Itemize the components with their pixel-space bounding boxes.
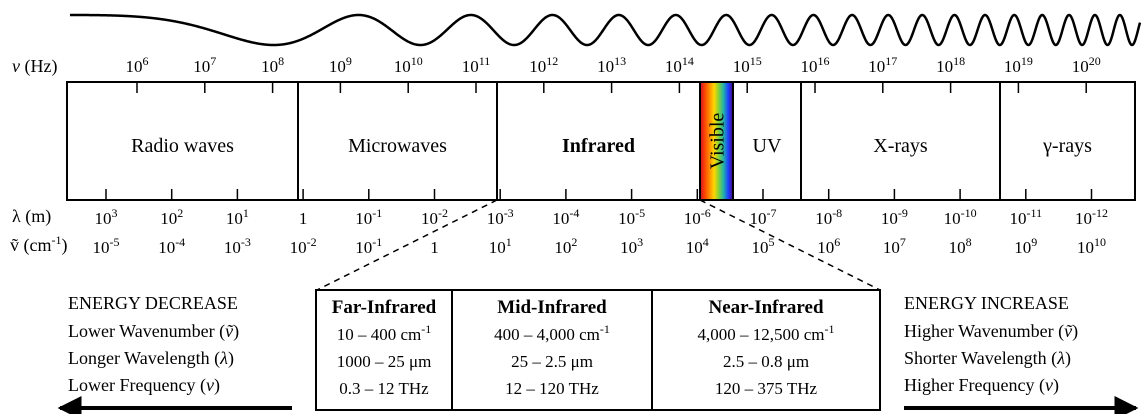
wavenumber-tick-label: 106: [817, 235, 840, 257]
wavelength-tick-label: 10-5: [618, 206, 645, 228]
energy-decrease-line-3: Lower Frequency (v): [68, 375, 220, 396]
energy-decrease-title: ENERGY DECREASE: [68, 293, 238, 313]
band-label: X-rays: [873, 135, 928, 157]
frequency-axis-name: v (Hz): [12, 56, 57, 77]
frequency-tick-label: 1019: [1004, 54, 1033, 76]
wavelength-tick-label: 10-4: [552, 206, 579, 228]
frequency-tick-label: 1015: [733, 54, 762, 76]
wavenumber-tick-labels: 10-5 10-4 10-3 10-2 10-1 1 101 102 103 104 105 106 1…: [93, 235, 1107, 257]
wavenumber-tick-label: 10-2: [290, 235, 317, 257]
wavelength-tick-label: 10-6: [684, 206, 711, 228]
wavelength-tick-label: 10-1: [355, 206, 382, 228]
band-label: UV: [753, 135, 782, 157]
band-label: Radio waves: [131, 135, 234, 157]
infrared-table: Far-Infrared 10 – 400 cm-1 1000 – 25 μm 0.3…: [315, 289, 881, 411]
infrared-table-cell: 10 – 400 cm-1: [337, 322, 432, 344]
wavelength-axis-name: λ (m): [12, 206, 51, 227]
infrared-table-cell: 4,000 – 12,500 cm-1: [697, 322, 834, 344]
band-dividers: [297, 82, 1001, 200]
wavenumber-tick-label: 10-3: [224, 235, 251, 257]
frequency-tick-label: 106: [126, 54, 149, 76]
wavelength-tick-label: 10-3: [487, 206, 514, 228]
wavenumber-axis-name: ṽ (cm-1): [10, 233, 67, 256]
wavenumber-tick-label: 107: [883, 235, 906, 257]
wavelength-tick-label: 10-11: [1010, 206, 1043, 228]
wavenumber-tick-label: 10-4: [158, 235, 185, 257]
infrared-table-cell: 12 – 120 THz: [505, 379, 599, 398]
infrared-table-cell: 0.3 – 12 THz: [339, 379, 429, 398]
infrared-table-cell: 1000 – 25 μm: [337, 352, 432, 371]
infrared-table-cell: 2.5 – 0.8 μm: [723, 352, 809, 371]
frequency-tick-labels: 106 107 108 109 1010 1011 1012 1013 1014 1015 1016…: [126, 54, 1101, 76]
energy-decrease-line-2: Longer Wavelength (λ): [68, 348, 234, 369]
wavenumber-tick-label: 1010: [1077, 235, 1106, 257]
frequency-tick-label: 1018: [936, 54, 965, 76]
frequency-tick-label: 1020: [1072, 54, 1101, 76]
frequency-tick-label: 108: [261, 54, 284, 76]
frequency-tick-label: 1012: [529, 54, 558, 76]
band-label: γ-rays: [1042, 135, 1092, 157]
wavelength-tick-label: 10-7: [750, 206, 777, 228]
energy-decrease-line-1: Lower Wavenumber (ṽ): [68, 321, 239, 342]
band-labels: Radio waves Microwaves Infrared Visible UV X-…: [131, 113, 1092, 170]
wavenumber-tick-label: 104: [686, 235, 709, 257]
wavenumber-tick-label: 10-1: [355, 235, 382, 257]
frequency-tick-label: 1016: [801, 54, 830, 76]
band-label: Microwaves: [348, 135, 447, 157]
energy-decrease-block: ENERGY DECREASE Lower Wavenumber (ṽ) Lon…: [57, 293, 292, 414]
wavelength-tick-label: 10-9: [881, 206, 908, 228]
wavelength-tick-label: 1: [299, 209, 308, 228]
wavenumber-tick-label: 10-5: [93, 235, 120, 257]
infrared-table-cell: 25 – 2.5 μm: [511, 352, 593, 371]
frequency-tick-label: 107: [193, 54, 216, 76]
zoom-line-right: [699, 199, 881, 291]
frequency-tick-label: 1011: [462, 54, 491, 76]
wavenumber-tick-label: 101: [489, 235, 512, 257]
infrared-table-header: Far-Infrared: [332, 297, 437, 318]
energy-increase-block: ENERGY INCREASE Higher Wavenumber (ṽ) Sh…: [904, 293, 1139, 414]
wavelength-tick-label: 102: [160, 206, 183, 228]
wave-curve: [70, 13, 1142, 47]
energy-increase-line-3: Higher Frequency (v): [904, 375, 1059, 396]
wavenumber-tick-label: 105: [752, 235, 775, 257]
energy-increase-title: ENERGY INCREASE: [904, 293, 1069, 313]
frequency-tick-label: 109: [329, 54, 352, 76]
wavenumber-tick-label: 103: [620, 235, 643, 257]
infrared-table-cell: 400 – 4,000 cm-1: [494, 322, 610, 344]
wavelength-tick-label: 10-8: [815, 206, 842, 228]
frequency-tick-label: 1013: [597, 54, 626, 76]
wavenumber-tick-label: 108: [949, 235, 972, 257]
energy-increase-line-1: Higher Wavenumber (ṽ): [904, 321, 1078, 342]
wavenumber-tick-label: 102: [554, 235, 577, 257]
wavenumber-tick-label: 109: [1014, 235, 1037, 257]
visible-band-gradient: [700, 82, 733, 200]
wavelength-tick-labels: 103 102 101 1 10-1 10-2 10-3 10-4 10-5 10-6 10-7 10…: [95, 189, 1108, 228]
spectrum-frame: [66, 81, 1136, 201]
infrared-table-header: Near-Infrared: [708, 297, 823, 318]
wavelength-tick-label: 101: [226, 206, 249, 228]
wavelength-tick-label: 10-12: [1075, 206, 1108, 228]
frequency-tick-marks: [136, 82, 1087, 93]
frequency-tick-label: 1017: [868, 54, 897, 76]
wavenumber-tick-label: 1: [430, 238, 439, 257]
wavelength-tick-label: 10-2: [421, 206, 448, 228]
frequency-tick-label: 1014: [665, 54, 694, 76]
wavelength-tick-label: 10-10: [944, 206, 977, 228]
infrared-table-cell: 120 – 375 THz: [715, 379, 818, 398]
infrared-table-header: Mid-Infrared: [497, 297, 607, 318]
frequency-tick-label: 1010: [394, 54, 423, 76]
zoom-line-left: [316, 199, 498, 291]
energy-increase-line-2: Shorter Wavelength (λ): [904, 348, 1071, 369]
band-label-visible: Visible: [707, 113, 729, 170]
band-label: Infrared: [562, 135, 635, 157]
wavelength-tick-label: 103: [95, 206, 118, 228]
